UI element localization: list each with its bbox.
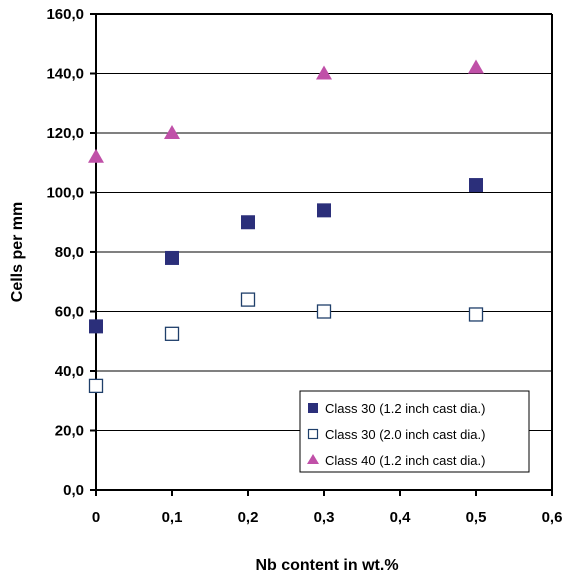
- legend-label-series-2: Class 30 (2.0 inch cast dia.): [325, 427, 485, 442]
- data-point-series-2: [240, 292, 256, 307]
- x-tick-label: 0,5: [466, 509, 487, 526]
- data-point-series-3: [164, 125, 180, 139]
- legend-marker-series-3: [307, 454, 319, 464]
- data-point-series-2: [88, 378, 104, 394]
- legend-box: [299, 390, 530, 473]
- y-tick-label: 160,0: [46, 6, 84, 23]
- legend-label-series-3: Class 40 (1.2 inch cast dia.): [325, 453, 485, 468]
- y-tick-label: 140,0: [46, 66, 84, 83]
- x-axis-title: Nb content in wt.%: [255, 557, 398, 574]
- x-tick-label: 0: [92, 509, 100, 526]
- y-tick-label: 20,0: [55, 423, 84, 440]
- data-point-series-1: [469, 178, 483, 193]
- y-tick-label: 120,0: [46, 125, 84, 142]
- x-tick-label: 0,3: [314, 509, 335, 526]
- x-tick-label: 0,1: [162, 509, 183, 526]
- y-tick-labels: 0,0 20,0 40,0 60,0 80,0 100,0 120,0 140,0 160,0: [46, 6, 84, 499]
- data-point-series-3: [468, 59, 484, 74]
- y-tick-label: 80,0: [55, 244, 84, 261]
- x-tick-labels: 0 0,1 0,2 0,3 0,4 0,5 0,6: [92, 509, 563, 526]
- data-point-series-3: [88, 148, 104, 163]
- legend-label-series-1: Class 30 (1.2 inch cast dia.): [325, 401, 485, 416]
- y-tick-label: 0,0: [63, 482, 84, 499]
- x-tick-label: 0,4: [390, 509, 412, 526]
- data-point-series-2: [316, 304, 332, 319]
- y-tick-label: 60,0: [55, 304, 84, 321]
- data-point-series-1: [317, 203, 331, 218]
- y-tick-label: 40,0: [55, 363, 84, 380]
- data-point-series-3: [316, 65, 332, 80]
- data-point-series-1: [89, 319, 103, 334]
- tick-marks: [90, 13, 553, 496]
- grid-lines: [96, 73, 552, 431]
- legend-marker-series-2: [307, 428, 319, 440]
- data-point-series-2: [164, 326, 180, 341]
- legend: Class 30 (1.2 inch cast dia.) Class 30 (…: [299, 390, 530, 473]
- data-point-series-2: [468, 307, 484, 322]
- x-tick-label: 0,6: [542, 509, 563, 526]
- data-points: [88, 59, 484, 394]
- y-tick-label: 100,0: [46, 185, 84, 202]
- data-point-series-1: [165, 250, 179, 265]
- data-point-series-1: [241, 215, 255, 230]
- y-axis-title: Cells per mm: [9, 202, 26, 302]
- legend-marker-series-1: [308, 403, 318, 413]
- x-tick-label: 0,2: [238, 509, 259, 526]
